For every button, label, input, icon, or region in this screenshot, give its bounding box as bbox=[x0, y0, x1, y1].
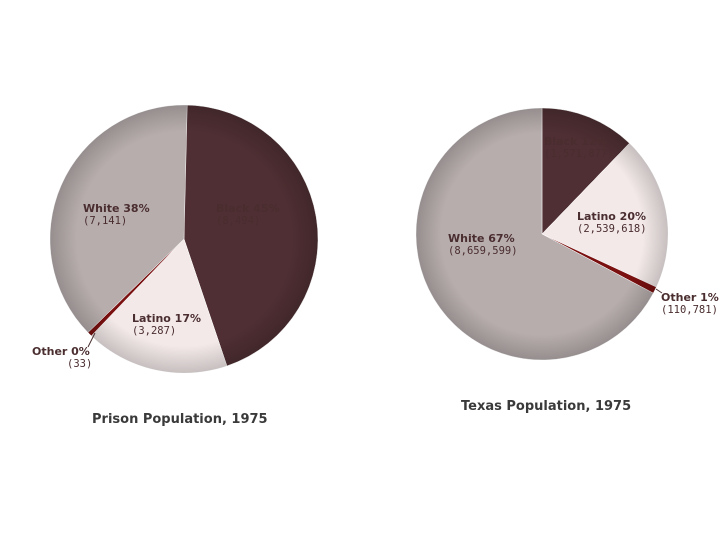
texas-other-count: (110,781) bbox=[661, 304, 718, 316]
prison-latino-label: Latino 17% bbox=[132, 312, 201, 325]
texas-other-label: Other 1% bbox=[661, 291, 719, 304]
prison-black-count: (8,494) bbox=[216, 215, 260, 227]
prison-white-count: (7,141) bbox=[83, 215, 127, 227]
prison-other-label: Other 0% bbox=[32, 345, 90, 358]
texas-pie-chart: Black 12% (1,571,877) Latino 20% (2,539,… bbox=[415, 107, 719, 414]
prison-chart-title: Prison Population, 1975 bbox=[92, 412, 268, 427]
texas-white-count: (8,659,599) bbox=[448, 245, 518, 257]
prison-pie-chart: Black 45% (8,494) White 38% (7,141) Lati… bbox=[32, 104, 319, 427]
texas-black-count: (1,571,877) bbox=[544, 148, 614, 160]
texas-latino-label: Latino 20% bbox=[577, 210, 646, 223]
texas-chart-title: Texas Population, 1975 bbox=[461, 399, 631, 414]
texas-other-leader-line bbox=[655, 288, 663, 294]
prison-black-label: Black 45% bbox=[216, 202, 280, 215]
texas-black-label: Black 12% bbox=[544, 135, 608, 148]
texas-latino-count: (2,539,618) bbox=[577, 223, 647, 235]
prison-other-count: (33) bbox=[67, 358, 92, 370]
prison-latino-count: (3,287) bbox=[132, 325, 176, 337]
prison-white-label: White 38% bbox=[83, 202, 150, 215]
texas-white-label: White 67% bbox=[448, 232, 515, 245]
prison-other-leader-line bbox=[87, 332, 96, 348]
